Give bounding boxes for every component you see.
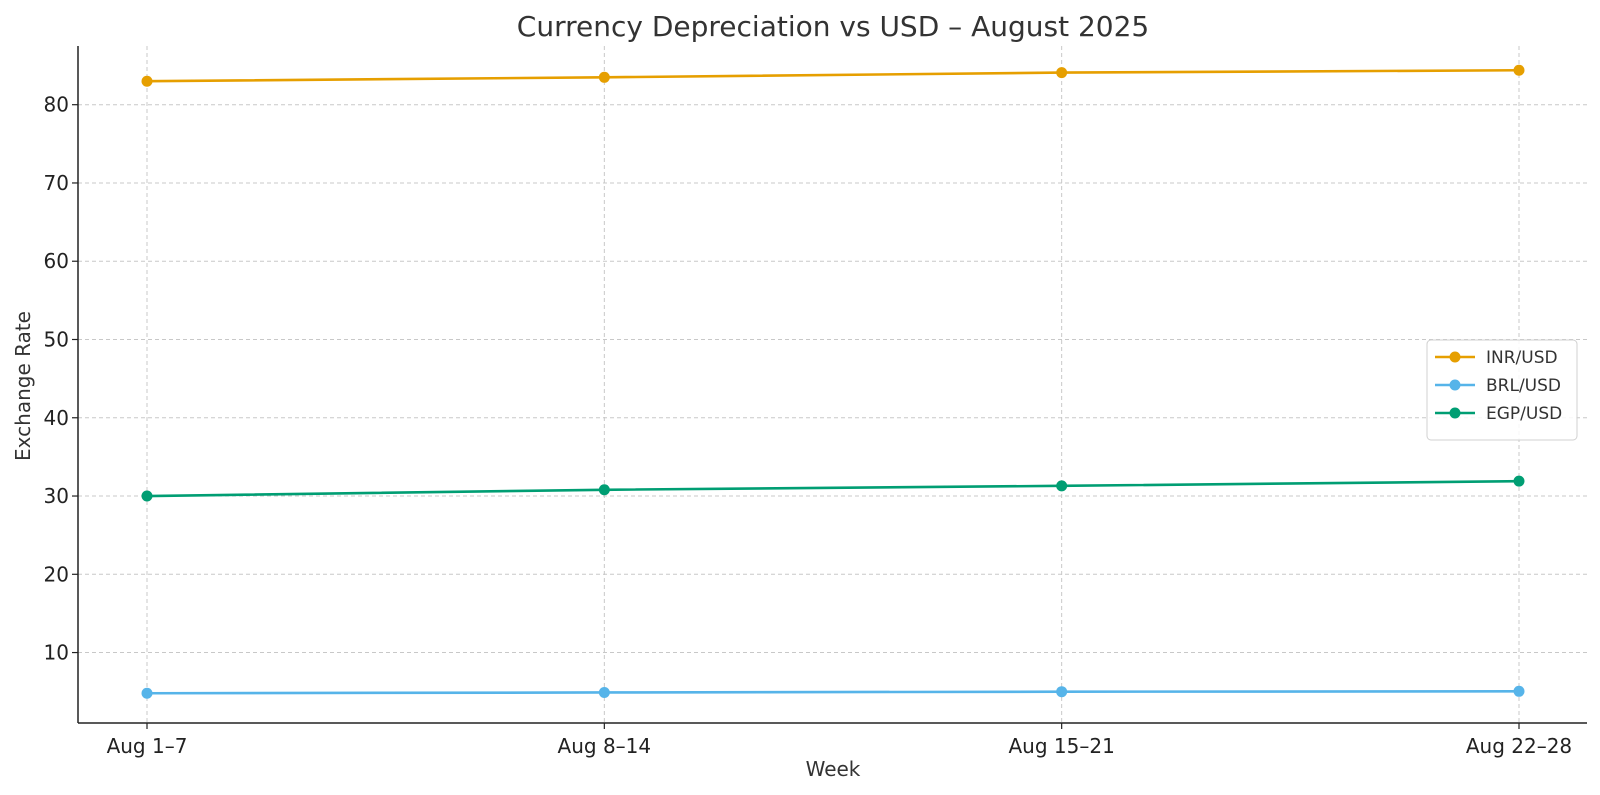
legend-entry: EGP/USD [1435, 404, 1562, 424]
series-inr-usd [141, 64, 1525, 87]
legend-entry: BRL/USD [1435, 376, 1561, 396]
legend-swatch-marker [1449, 379, 1461, 391]
legend-swatch-marker [1449, 351, 1461, 363]
legend-box [1426, 339, 1578, 441]
series-egp-usd [141, 475, 1525, 502]
x-axis-label: Week [806, 757, 861, 781]
x-tick-label: Aug 15–21 [1009, 734, 1115, 758]
y-tick-label: 30 [44, 484, 69, 508]
data-point [141, 75, 153, 87]
data-point [141, 490, 153, 502]
y-tick-label: 50 [44, 327, 69, 351]
series-line [146, 690, 1520, 695]
legend-swatch-marker [1449, 407, 1461, 419]
x-tick-label: Aug 1–7 [107, 734, 188, 758]
legend: INR/USD BRL/USD EGP/USD [1426, 339, 1578, 441]
y-axis-label: Exchange Rate [11, 311, 35, 461]
data-point [598, 686, 610, 698]
data-point [1056, 480, 1068, 492]
data-point [141, 687, 153, 699]
data-point [1513, 64, 1525, 76]
x-tick-label: Aug 8–14 [558, 734, 652, 758]
grid [78, 46, 1587, 723]
y-tick-label: 80 [44, 93, 69, 117]
data-point [1056, 67, 1068, 79]
data-point [598, 71, 610, 83]
y-tick-label: 70 [44, 171, 69, 195]
legend-entry: INR/USD [1435, 348, 1558, 368]
series-brl-usd [141, 685, 1525, 699]
y-tick-label: 20 [44, 562, 69, 586]
legend-label: EGP/USD [1486, 404, 1562, 424]
data-point [1513, 475, 1525, 487]
y-tick-label: 60 [44, 249, 69, 273]
data-point [1513, 685, 1525, 697]
legend-label: INR/USD [1486, 348, 1558, 368]
y-tick-label: 10 [44, 641, 69, 665]
data-point [1056, 686, 1068, 698]
data-point [598, 484, 610, 496]
chart-title: Currency Depreciation vs USD – August 20… [517, 10, 1149, 43]
series [141, 64, 1525, 699]
x-tick-label: Aug 22–28 [1466, 734, 1572, 758]
series-line [146, 68, 1520, 83]
y-tick-label: 40 [44, 406, 69, 430]
legend-label: BRL/USD [1486, 376, 1561, 396]
axes: 10 20 30 40 50 60 70 80 Aug 1–7 Aug 8–14 Aug 15–21… [44, 46, 1587, 758]
series-line [146, 479, 1520, 498]
